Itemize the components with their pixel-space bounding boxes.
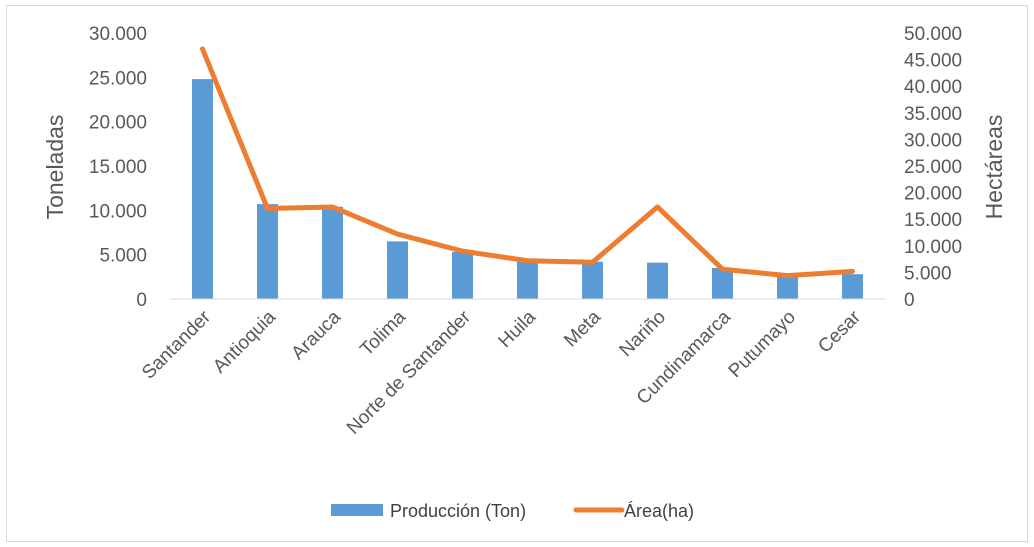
y-axis-title-right: Hectáreas	[981, 115, 1007, 220]
right-tick-label: 20.000	[904, 184, 962, 205]
right-tick-label: 50.000	[904, 24, 962, 45]
category-label: Tolima	[356, 306, 410, 360]
legend-label-line: Área(ha)	[624, 501, 694, 521]
bar	[257, 204, 278, 299]
right-tick-label: 30.000	[904, 130, 962, 151]
left-tick-label: 15.000	[89, 157, 147, 178]
right-tick-label: 10.000	[904, 237, 962, 258]
bar	[452, 252, 473, 299]
bar	[842, 274, 863, 299]
y-axis-title-left: Toneladas	[42, 115, 68, 220]
right-tick-label: 5.000	[904, 263, 952, 284]
right-tick-label: 15.000	[904, 210, 962, 231]
bar	[647, 262, 668, 299]
legend: Producción (Ton) Área(ha)	[331, 501, 694, 521]
left-tick-label: 10.000	[89, 201, 147, 222]
left-tick-label: 5.000	[99, 246, 147, 267]
left-axis-ticks: 0 5.000 10.000 15.000 20.000 25.000 30.000	[89, 24, 147, 311]
legend-label-bar: Producción (Ton)	[390, 501, 526, 521]
bar-series-produccion	[192, 79, 863, 300]
category-label: Santander	[138, 306, 215, 383]
bar	[322, 206, 343, 299]
category-label: Huila	[495, 306, 541, 352]
left-tick-label: 30.000	[89, 24, 147, 45]
category-label: Arauca	[288, 306, 346, 364]
right-tick-label: 40.000	[904, 77, 962, 98]
area-line	[200, 46, 855, 279]
category-label: Antioquia	[209, 306, 280, 377]
left-tick-label: 20.000	[89, 113, 147, 134]
category-label: Cesar	[814, 306, 865, 357]
bar	[517, 259, 538, 299]
right-tick-label: 25.000	[904, 157, 962, 178]
bar	[777, 275, 798, 299]
left-tick-label: 25.000	[89, 68, 147, 89]
right-tick-label: 45.000	[904, 51, 962, 72]
right-tick-label: 0	[904, 290, 915, 311]
right-tick-label: 35.000	[904, 104, 962, 125]
category-label: Meta	[560, 306, 605, 351]
bar	[192, 79, 213, 300]
line-series-area	[200, 46, 855, 279]
category-label: Putumayo	[725, 307, 800, 382]
left-tick-label: 0	[136, 290, 147, 311]
right-axis-ticks: 0 5.000 10.000 15.000 20.000 25.000 30.000 35.0…	[904, 24, 962, 311]
bar	[712, 267, 733, 299]
legend-swatch-bar	[331, 504, 383, 516]
bar	[582, 261, 603, 299]
bar	[387, 241, 408, 299]
category-label: Nariño	[616, 307, 670, 361]
category-label: Norte de Santander	[343, 306, 476, 439]
